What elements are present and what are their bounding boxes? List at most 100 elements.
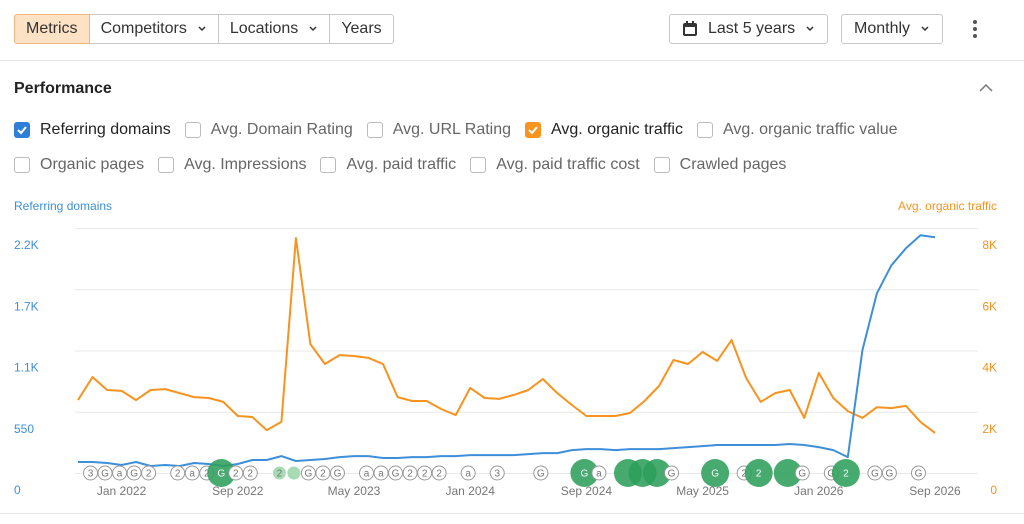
checkbox-label: Avg. Domain Rating xyxy=(210,121,353,138)
event-label: 2 xyxy=(756,469,762,480)
checkbox[interactable]: Avg. paid traffic cost xyxy=(470,156,640,174)
event-marker xyxy=(533,465,549,481)
x-tick-label: Jan 2022 xyxy=(97,484,147,498)
checkbox[interactable]: Avg. Domain Rating xyxy=(184,121,353,139)
interval-select[interactable]: Monthly xyxy=(841,14,944,44)
event-marker xyxy=(300,465,316,481)
checkbox-label: Referring domains xyxy=(40,121,171,138)
checkbox-box xyxy=(366,122,383,138)
checkbox-fill xyxy=(525,122,542,138)
checkbox-box xyxy=(158,157,175,173)
event-label: 2 xyxy=(175,469,181,480)
chevron-line xyxy=(198,26,206,32)
check-mark xyxy=(17,126,27,135)
tab[interactable]: Metrics xyxy=(14,14,90,44)
event-marker xyxy=(112,465,128,481)
event-label: a xyxy=(378,469,384,480)
tab-label: Locations xyxy=(229,20,299,37)
event-marker xyxy=(97,465,113,481)
tab-bar: Metrics Competitors Locations Years xyxy=(14,14,394,44)
checkbox[interactable]: Avg. URL Rating xyxy=(366,121,512,139)
calendar-icon xyxy=(683,21,697,36)
event-label: 2 xyxy=(233,469,239,480)
event-label: 2 xyxy=(436,469,442,480)
event-label: G xyxy=(915,469,923,480)
y2-tick-label: 6K xyxy=(982,299,997,313)
event-label: 2 xyxy=(146,469,152,480)
event-marker xyxy=(329,465,345,481)
y2-tick-label: 4K xyxy=(982,361,997,375)
checkbox[interactable]: Avg. paid traffic xyxy=(320,156,456,174)
event-label: 2 xyxy=(320,469,326,480)
event-label: 3 xyxy=(88,469,94,480)
event-label: G xyxy=(668,469,676,480)
event-marker xyxy=(228,465,244,481)
checkbox[interactable]: Avg. organic traffic xyxy=(525,121,683,139)
x-tick-label: Sep 2026 xyxy=(909,484,961,498)
chevron-line xyxy=(309,26,317,32)
checkbox[interactable]: Organic pages xyxy=(14,156,144,174)
event-label: 2 xyxy=(248,469,254,480)
checkbox[interactable]: Referring domains xyxy=(14,121,171,139)
y2-tick-label: 8K xyxy=(982,238,997,252)
collapse-toggle[interactable] xyxy=(978,82,994,94)
event-label: G xyxy=(101,469,109,480)
checkbox[interactable]: Avg. organic traffic value xyxy=(696,121,898,139)
event-marker xyxy=(170,465,186,481)
event-marker xyxy=(591,465,607,481)
event-label: a xyxy=(596,469,602,480)
event-marker xyxy=(286,465,302,481)
tab[interactable]: Years xyxy=(329,14,394,44)
tab-label: Metrics xyxy=(26,20,78,37)
checkbox-label: Avg. URL Rating xyxy=(392,121,512,138)
event-label: G xyxy=(798,469,806,480)
x-tick-label: Jan 2026 xyxy=(794,484,844,498)
x-tick-label: Sep 2024 xyxy=(561,484,613,498)
event-marker xyxy=(271,465,287,481)
checkbox-label: Avg. organic traffic xyxy=(551,121,683,138)
event-marker xyxy=(184,465,200,481)
event-label: 2 xyxy=(204,469,210,480)
y-tick-label: 0 xyxy=(14,483,21,497)
x-tick-label: Sep 2022 xyxy=(212,484,264,498)
checkbox-fill xyxy=(14,122,30,138)
tab-label: Years xyxy=(341,20,382,37)
checkbox[interactable]: Avg. Impressions xyxy=(158,156,306,174)
event-marker xyxy=(359,465,375,481)
tab[interactable]: Competitors xyxy=(88,14,219,44)
event-marker xyxy=(141,465,157,481)
event-marker xyxy=(831,459,860,487)
event-label: G xyxy=(392,469,400,480)
event-label: a xyxy=(189,469,195,480)
y-tick-label: 1.1K xyxy=(14,361,39,375)
checkbox-label: Avg. paid traffic xyxy=(346,156,457,173)
event-marker xyxy=(643,459,672,487)
tab-label: Competitors xyxy=(100,20,187,37)
event-marker xyxy=(417,465,433,481)
x-tick-label: May 2023 xyxy=(328,484,381,498)
event-label: a xyxy=(117,469,123,480)
tab[interactable]: Locations xyxy=(217,14,331,44)
period-select[interactable]: Last 5 years xyxy=(669,14,829,44)
checkbox-box xyxy=(525,122,542,138)
event-label: G xyxy=(537,469,545,480)
divider xyxy=(0,60,1024,61)
event-label: G xyxy=(827,469,835,480)
section-title: Performance xyxy=(14,80,112,97)
checkbox[interactable]: Crawled pages xyxy=(653,156,786,174)
event-marker xyxy=(794,465,810,481)
more-menu[interactable] xyxy=(968,18,982,40)
event-label: G xyxy=(580,469,588,480)
event-marker xyxy=(126,465,142,481)
checkbox-label: Organic pages xyxy=(40,156,145,173)
y-tick-label: 2.2K xyxy=(14,238,39,252)
y-tick-label: 550 xyxy=(14,422,34,436)
event-marker xyxy=(910,465,926,481)
x-tick-label: Jan 2024 xyxy=(445,484,495,498)
check-mark xyxy=(528,126,538,135)
event-label: 2 xyxy=(277,469,283,480)
checkbox-label: Avg. Impressions xyxy=(184,156,307,173)
event-marker xyxy=(867,465,883,481)
event-label: G xyxy=(305,469,313,480)
